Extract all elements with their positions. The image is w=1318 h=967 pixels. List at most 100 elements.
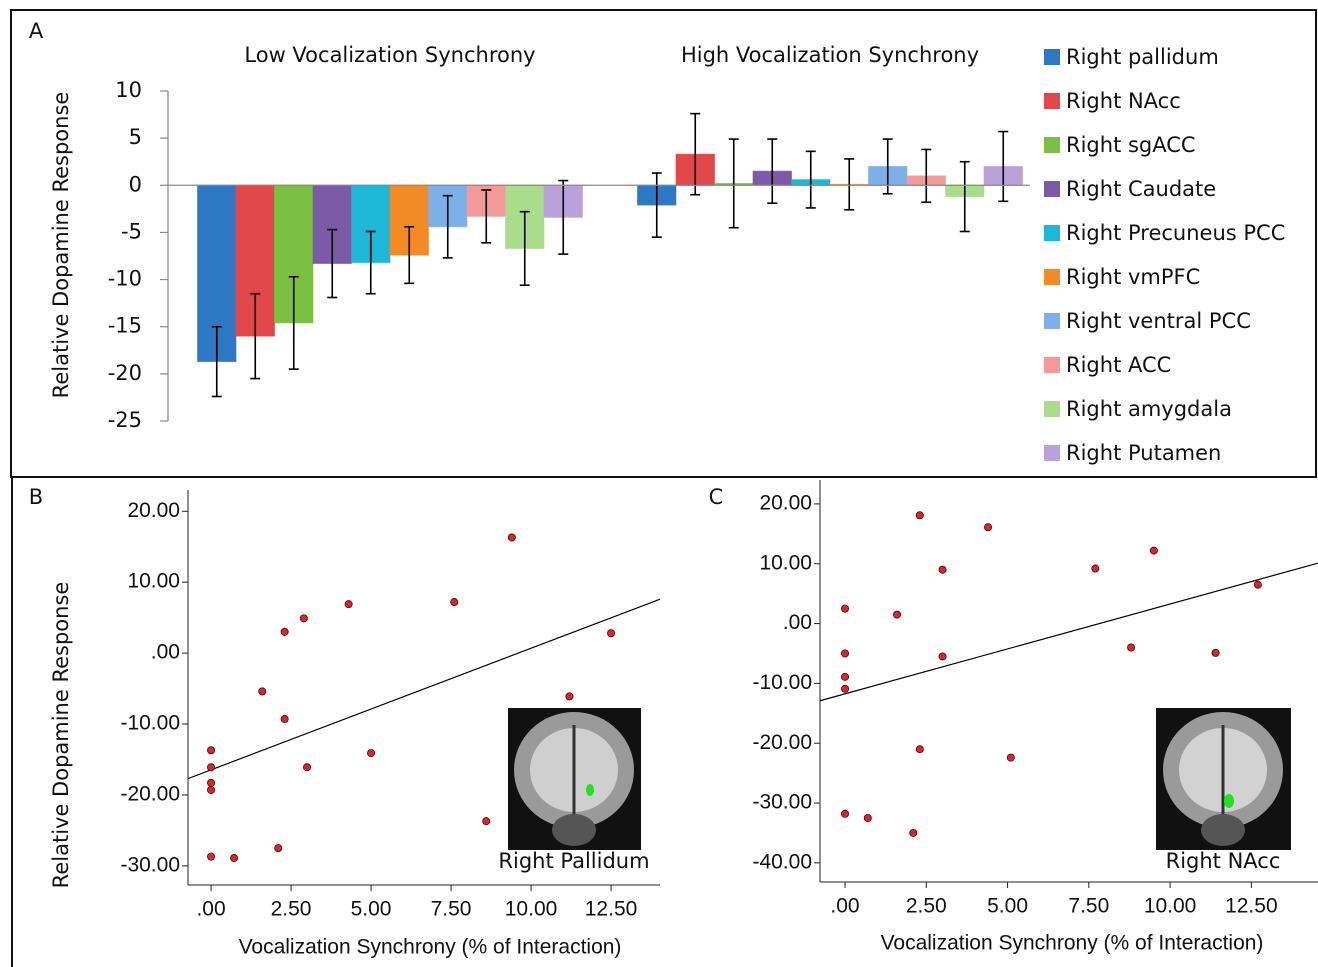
point: [984, 523, 993, 532]
legend-label: Right pallidum: [1066, 45, 1219, 69]
y-tick-label: .00: [151, 641, 180, 664]
legend-swatch: [1044, 269, 1060, 285]
legend-label: Right Precuneus PCC: [1066, 221, 1285, 245]
xlabel: Vocalization Synchrony (% of Interaction…: [239, 936, 622, 959]
x-tick-label: 7.50: [1068, 895, 1109, 918]
y-tick-label: -20: [108, 361, 142, 385]
legend-label: Right Caudate: [1066, 177, 1216, 201]
point: [938, 565, 947, 574]
brain-image-c: [1156, 708, 1291, 850]
fit-line: [819, 562, 1318, 702]
point: [1006, 753, 1015, 762]
legend-swatch: [1044, 137, 1060, 153]
x-tick-label: 2.50: [271, 898, 312, 921]
y-tick-label: -10.00: [120, 712, 180, 735]
y-tick-label: 0: [129, 172, 142, 196]
y-tick-label: .00: [783, 611, 812, 634]
y-tick-label: -5: [121, 219, 142, 243]
legend-label: Right sgACC: [1066, 133, 1196, 157]
panel-letter: A: [29, 19, 44, 43]
x-tick-label: 12.50: [585, 898, 638, 921]
point: [303, 763, 312, 772]
point: [1149, 546, 1158, 555]
point: [274, 844, 283, 853]
y-tick-label: -40.00: [752, 850, 812, 873]
point: [863, 813, 872, 822]
legend-swatch: [1044, 181, 1060, 197]
group-label: High Vocalization Synchrony: [681, 43, 979, 67]
y-tick-label: -30.00: [120, 853, 180, 876]
annotation: Right Pallidum: [498, 849, 649, 873]
point: [607, 629, 616, 638]
point: [841, 809, 850, 818]
y-tick-label: -15: [108, 314, 142, 338]
point: [207, 746, 216, 755]
point: [565, 692, 574, 701]
y-tick-label: -20.00: [120, 782, 180, 805]
legend-label: Right NAcc: [1066, 89, 1181, 113]
x-tick-label: 12.50: [1225, 895, 1278, 918]
legend-label: Right ventral PCC: [1066, 309, 1251, 333]
legend-swatch: [1044, 401, 1060, 417]
point: [207, 852, 216, 861]
point: [482, 817, 491, 826]
y-tick-label: 5: [129, 125, 142, 149]
legend-swatch: [1044, 93, 1060, 109]
point: [207, 763, 216, 772]
fit-line: [187, 598, 661, 780]
y-tick-label: -10: [108, 267, 142, 291]
point: [367, 749, 376, 758]
y-tick-label: -25: [108, 408, 142, 432]
ylabel: Relative Dopamine Response: [49, 92, 73, 399]
x-tick-label: 7.50: [431, 898, 472, 921]
legend-label: Right amygdala: [1066, 397, 1232, 421]
x-tick-label: 2.50: [906, 895, 947, 918]
x-tick-label: .00: [830, 895, 859, 918]
y-tick-label: 20.00: [759, 491, 812, 514]
y-tick-label: 10: [115, 78, 142, 102]
point: [841, 604, 850, 613]
legend-swatch: [1044, 313, 1060, 329]
ylabel: Relative Dopamine Response: [49, 582, 73, 889]
legend-label: Right vmPFC: [1066, 265, 1200, 289]
point: [1253, 580, 1262, 589]
x-tick-label: 5.00: [987, 895, 1028, 918]
point: [915, 745, 924, 754]
point: [344, 600, 353, 609]
point: [841, 684, 850, 693]
x-tick-label: .00: [196, 898, 225, 921]
y-tick-label: -20.00: [752, 731, 812, 754]
point: [841, 672, 850, 681]
legend-label: Right Putamen: [1066, 441, 1221, 465]
point: [280, 715, 289, 724]
point: [841, 649, 850, 658]
point: [258, 687, 267, 696]
legend-swatch: [1044, 49, 1060, 65]
x-tick-label: 10.00: [1144, 895, 1197, 918]
point: [893, 610, 902, 619]
point: [1091, 564, 1100, 573]
legend-swatch: [1044, 445, 1060, 461]
point: [915, 511, 924, 520]
point: [507, 533, 516, 542]
point: [938, 652, 947, 661]
legend-label: Right ACC: [1066, 353, 1171, 377]
panel-letter: B: [29, 485, 43, 509]
brain-image-b: [508, 708, 641, 850]
xlabel: Vocalization Synchrony (% of Interaction…: [881, 932, 1264, 955]
point: [299, 614, 308, 623]
panel-a-frame: [10, 9, 1317, 478]
y-tick-label: 20.00: [127, 499, 180, 522]
point: [450, 598, 459, 607]
point: [207, 778, 216, 787]
point: [280, 627, 289, 636]
group-label: Low Vocalization Synchrony: [244, 43, 535, 67]
y-tick-label: 10.00: [759, 551, 812, 574]
y-tick-label: 10.00: [127, 570, 180, 593]
legend-swatch: [1044, 357, 1060, 373]
legend-swatch: [1044, 225, 1060, 241]
point: [207, 785, 216, 794]
point: [1211, 648, 1220, 657]
panel-letter: C: [709, 485, 724, 509]
